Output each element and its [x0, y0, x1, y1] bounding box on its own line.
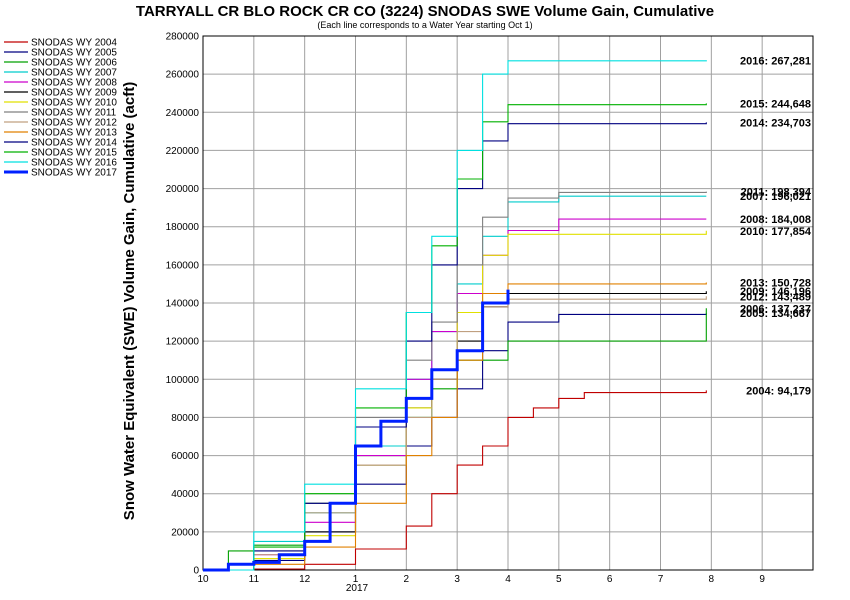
y-tick-label: 20000 — [171, 527, 199, 538]
legend-label: SNODAS WY 2013 — [31, 128, 117, 139]
end-label: 2013: 150,728 — [740, 278, 811, 290]
x-tick-label: 5 — [556, 574, 562, 585]
x-tick-label: 3 — [454, 574, 460, 585]
series-line — [203, 103, 707, 571]
legend-label: SNODAS WY 2004 — [31, 38, 117, 49]
x-year-label: 2017 — [346, 583, 369, 594]
x-tick-label: 9 — [759, 574, 765, 585]
y-tick-label: 120000 — [166, 337, 200, 348]
x-tick-label: 11 — [249, 574, 260, 585]
legend-label: SNODAS WY 2015 — [31, 148, 117, 159]
chart-subtitle: (Each line corresponds to a Water Year s… — [317, 20, 532, 30]
end-label: 2005: 134,667 — [740, 308, 811, 320]
y-axis-label: Snow Water Equivalent (SWE) Volume Gain,… — [121, 82, 138, 520]
chart-title: TARRYALL CR BLO ROCK CR CO (3224) SNODAS… — [136, 3, 714, 20]
y-tick-label: 40000 — [171, 489, 199, 500]
legend-label: SNODAS WY 2009 — [31, 88, 117, 99]
series-line — [203, 122, 707, 571]
end-label: 2014: 234,703 — [740, 117, 811, 129]
legend-label: SNODAS WY 2012 — [31, 118, 117, 129]
y-tick-label: 260000 — [166, 70, 200, 81]
legend-label: SNODAS WY 2011 — [31, 108, 117, 119]
end-label: 2004: 94,179 — [746, 385, 811, 397]
y-tick-label: 100000 — [166, 375, 200, 386]
x-tick-label: 10 — [197, 574, 209, 585]
x-tick-label: 12 — [299, 574, 311, 585]
x-tick-label: 2 — [404, 574, 410, 585]
legend-label: SNODAS WY 2007 — [31, 68, 117, 79]
legend-label: SNODAS WY 2006 — [31, 58, 117, 69]
end-label: 2008: 184,008 — [740, 214, 811, 226]
end-label: 2009: 146,196 — [740, 286, 811, 298]
title-group: TARRYALL CR BLO ROCK CR CO (3224) SNODAS… — [136, 3, 714, 30]
legend-label: SNODAS WY 2016 — [31, 158, 117, 169]
end-label: 2012: 143,489 — [740, 291, 811, 303]
series-line — [203, 191, 707, 571]
y-tick-label: 280000 — [166, 32, 200, 43]
end-label: 2011: 198,394 — [741, 187, 812, 199]
y-tick-label: 80000 — [171, 413, 199, 424]
series-line — [203, 60, 707, 571]
legend-label: SNODAS WY 2017 — [31, 168, 117, 179]
y-tick-labels: 0 20000 40000 60000 80000 100000 120000 140000 1… — [166, 32, 200, 577]
y-tick-label: 140000 — [166, 299, 200, 310]
x-tick-labels: 10 11 12 1 2 3 4 5 6 7 8 9 — [197, 574, 765, 585]
end-label: 2010: 177,854 — [740, 226, 812, 238]
y-tick-label: 240000 — [166, 108, 200, 119]
x-tick-label: 8 — [709, 574, 715, 585]
series-line — [203, 218, 707, 571]
series-line — [203, 291, 707, 571]
series-lines — [203, 60, 707, 572]
x-tick-label: 1 — [353, 574, 359, 585]
y-tick-label: 0 — [193, 566, 199, 577]
end-label: 2016: 267,281 — [740, 55, 811, 67]
legend-label: SNODAS WY 2008 — [31, 78, 117, 89]
plot-frame — [202, 35, 814, 571]
legend-label: SNODAS WY 2005 — [31, 48, 117, 59]
end-label: 2007: 196,021 — [740, 191, 811, 203]
series-line — [203, 289, 510, 572]
series-line — [203, 308, 707, 571]
y-tick-label: 180000 — [166, 222, 200, 233]
series-line — [203, 230, 707, 571]
end-label: 2015: 244,648 — [740, 98, 811, 110]
y-tick-label: 220000 — [166, 146, 200, 157]
y-tick-label: 60000 — [171, 451, 199, 462]
y-tick-label: 160000 — [166, 260, 200, 271]
x-tick-label: 6 — [607, 574, 613, 585]
legend-label: SNODAS WY 2014 — [31, 138, 117, 149]
x-tick-label: 4 — [505, 574, 511, 585]
series-line — [203, 282, 707, 571]
series-line — [203, 296, 707, 571]
x-tick-label: 7 — [658, 574, 664, 585]
series-line — [203, 195, 707, 571]
y-tick-label: 200000 — [166, 184, 200, 195]
end-label: 2006: 137,237 — [740, 303, 811, 315]
legend-label: SNODAS WY 2010 — [31, 98, 117, 109]
